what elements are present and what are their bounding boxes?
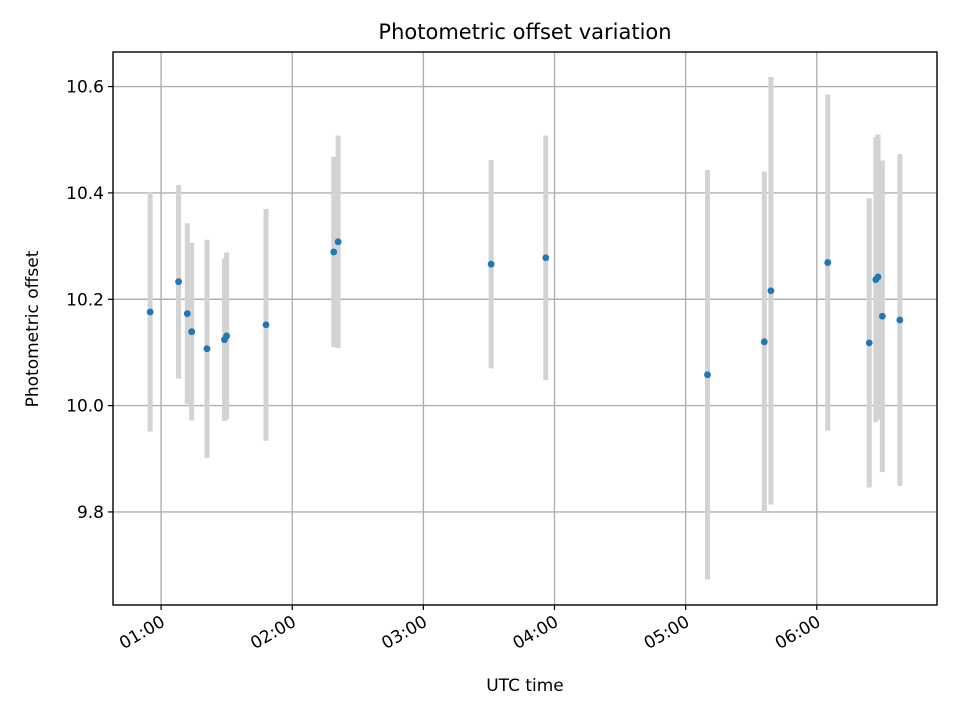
- data-point: [183, 310, 191, 318]
- data-point: [262, 321, 270, 329]
- y-tick-label: 9.8: [77, 503, 104, 523]
- data-point: [330, 248, 338, 256]
- data-point: [223, 332, 231, 340]
- data-point: [760, 338, 768, 346]
- data-point: [704, 371, 711, 379]
- data-point: [865, 339, 873, 347]
- grid-lines: [113, 52, 937, 605]
- data-point: [203, 345, 211, 353]
- x-axis-label: UTC time: [486, 676, 564, 696]
- data-point: [487, 260, 495, 268]
- data-points: [146, 238, 904, 379]
- data-point: [874, 273, 882, 281]
- y-tick-label: 10.0: [66, 397, 104, 417]
- data-point: [146, 308, 154, 316]
- data-point: [188, 328, 196, 336]
- data-point: [542, 254, 550, 262]
- y-tick-label: 10.6: [66, 78, 104, 98]
- chart-title: Photometric offset variation: [378, 20, 671, 44]
- y-tick-label: 10.2: [66, 290, 104, 310]
- y-axis-label: Photometric offset: [23, 250, 43, 407]
- data-point: [896, 316, 904, 324]
- data-point: [824, 259, 832, 266]
- data-point: [334, 238, 342, 246]
- data-point: [767, 287, 775, 295]
- data-point: [878, 312, 886, 320]
- plot-frame: [112, 51, 938, 606]
- y-tick-label: 10.4: [66, 184, 104, 204]
- data-point: [175, 278, 182, 286]
